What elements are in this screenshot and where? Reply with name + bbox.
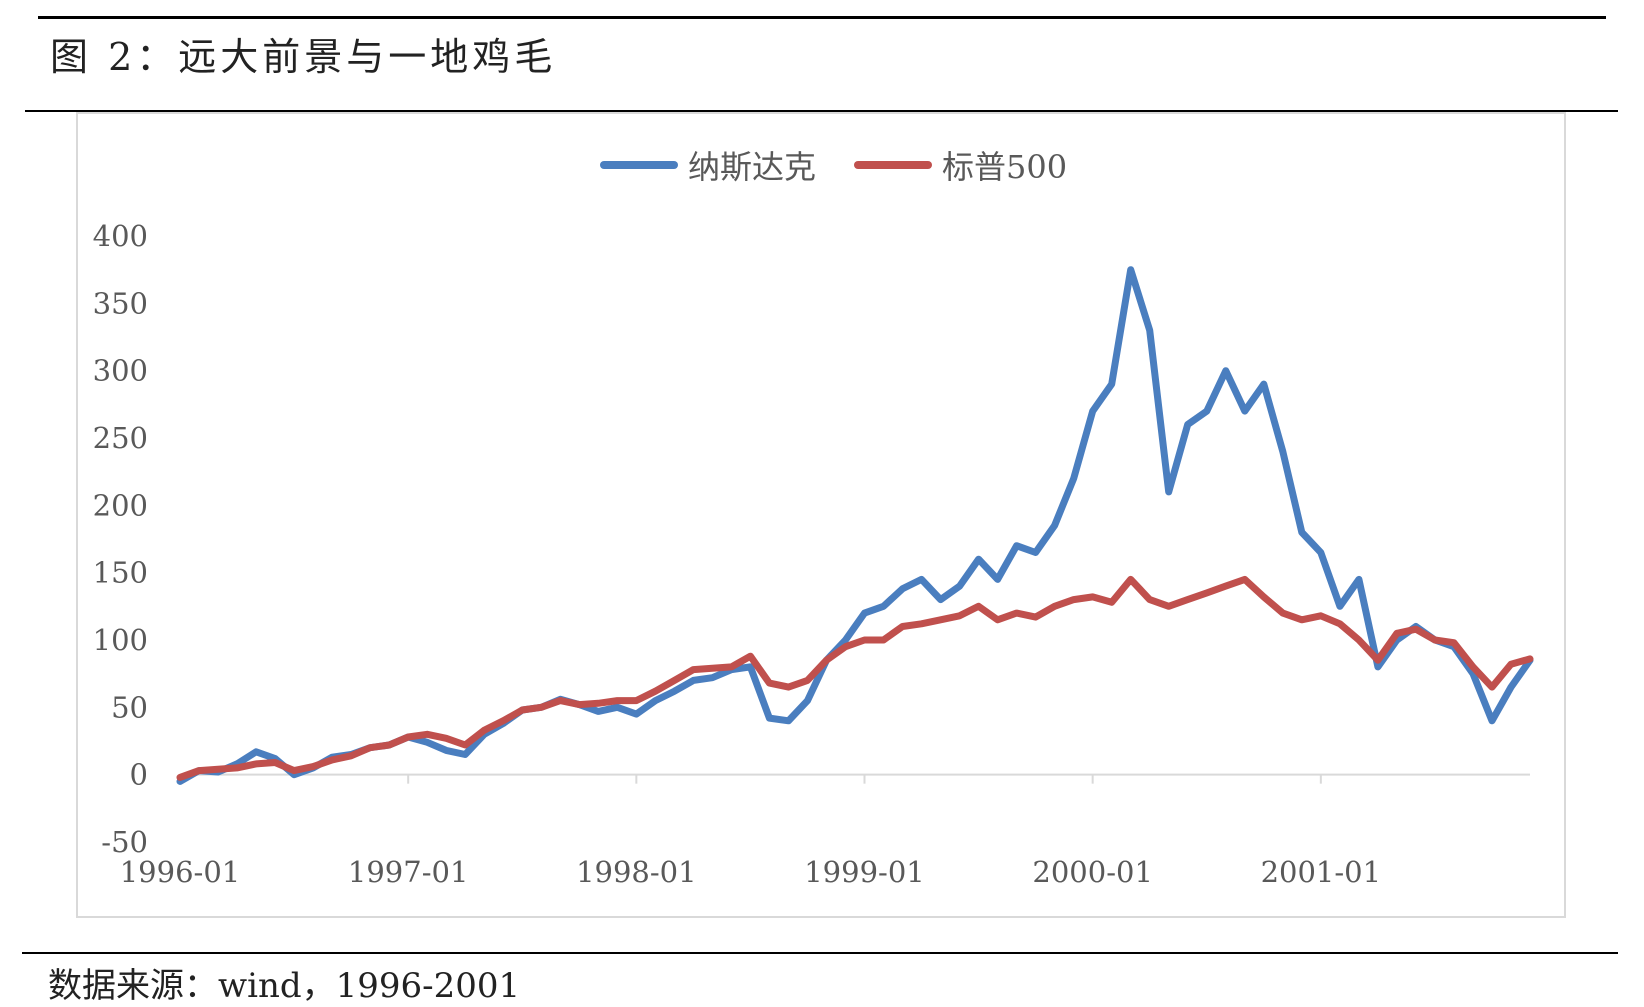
y-tick-label: 50 [111, 690, 148, 724]
chart-frame [76, 112, 1566, 918]
y-tick-label: 0 [130, 758, 148, 792]
y-tick-label: 400 [93, 219, 148, 253]
data-source-note: 数据来源：wind，1996-2001 [48, 966, 521, 1006]
y-tick-label: 150 [93, 556, 148, 590]
title-rule [25, 110, 1618, 112]
y-tick-label: 100 [93, 623, 148, 657]
figure-title: 图 2：远大前景与一地鸡毛 [50, 35, 557, 79]
series-line-sp500 [176, 575, 1534, 781]
x-tick-label: 1999-01 [804, 855, 925, 889]
y-tick-label: 300 [93, 354, 148, 388]
legend-swatch-sp500 [854, 161, 933, 169]
legend-item-nasdaq[interactable]: 纳斯达克 [600, 142, 816, 188]
legend-swatch-nasdaq [600, 161, 678, 169]
y-tick-label: 250 [93, 421, 148, 455]
y-tick-label: 350 [93, 286, 148, 320]
chart-legend: 纳斯达克 标普500 [600, 140, 1105, 190]
y-tick-label: -50 [101, 825, 148, 859]
series-line-nasdaq [176, 266, 1534, 785]
x-tick-label: 1998-01 [576, 855, 697, 889]
legend-label-nasdaq: 纳斯达克 [688, 148, 817, 186]
x-tick-label: 2000-01 [1032, 855, 1153, 889]
x-tick-label: 1996-01 [120, 855, 241, 889]
bottom-rule [22, 952, 1618, 954]
y-tick-label: 200 [93, 488, 148, 522]
x-tick-label: 1997-01 [348, 855, 469, 889]
legend-label-sp500: 标普500 [942, 148, 1068, 186]
top-rule [38, 16, 1606, 19]
x-tick-label: 2001-01 [1261, 855, 1382, 889]
legend-item-sp500[interactable]: 标普500 [854, 142, 1067, 188]
